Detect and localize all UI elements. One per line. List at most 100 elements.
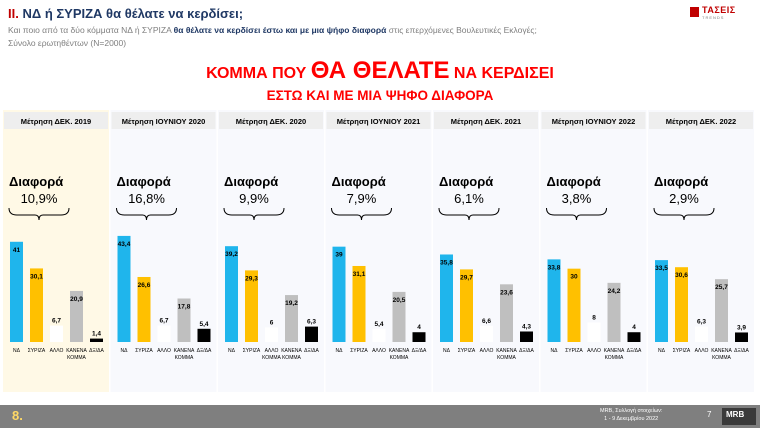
category-label: ΚΟΜΜΑ [282, 355, 301, 361]
bar [245, 270, 258, 342]
bar [50, 325, 63, 342]
panel-title: Μέτρηση ΔΕΚ. 2022 [666, 117, 736, 126]
category-label: ΑΛΛΟ [695, 348, 709, 354]
base-text: Σύνολο ερωτηθέντων (Ν=2000) [8, 38, 127, 48]
category-label: ΔΞ/ΔΑ [734, 348, 749, 354]
diff-brace [223, 207, 285, 221]
data-label: 20,9 [70, 296, 83, 303]
category-label: ΚΟΜΜΑ [712, 355, 731, 361]
mrb-logo-text: MRB [726, 410, 745, 419]
category-label: ΣΥΡΙΖΑ [135, 348, 153, 354]
diff-label: Διαφορά [224, 174, 278, 189]
diff-value: 3,8% [562, 191, 592, 206]
logo-mark [690, 7, 699, 17]
category-label: ΔΞ/ΔΑ [89, 348, 104, 354]
category-label: ΚΑΝΕΝΑ [281, 348, 302, 354]
category-label: ΣΥΡΙΖΑ [565, 348, 583, 354]
chart-panel: Μέτρηση ΙΟΥΝΙΟΥ 2021 Διαφορά 7,9% 39 ΝΔ 31,1 Σ… [325, 110, 432, 392]
panel-background [433, 110, 539, 392]
category-label: ΚΑΝΕΝΑ [604, 348, 625, 354]
data-label: 1,4 [92, 331, 101, 338]
data-label: 25,7 [715, 284, 728, 291]
category-label: ΑΛΛΟ [372, 348, 386, 354]
data-label: 33,5 [655, 265, 668, 272]
footer-note: MRB, Συλλογή στοιχείων: 1 - 9 Δεκεμβρίου… [600, 407, 662, 423]
bar [225, 246, 238, 342]
diff-brace [8, 207, 70, 221]
diff-value: 10,9% [21, 191, 58, 206]
data-label: 23,6 [500, 289, 513, 296]
panel-title-box [4, 112, 108, 129]
data-label: 43,4 [118, 241, 131, 248]
category-label: ΚΟΜΜΑ [67, 355, 86, 361]
logo-name: ΤΑΣΕΙΣ [702, 5, 736, 15]
category-label: ΚΑΝΕΝΑ [711, 348, 732, 354]
diff-value: 9,9% [239, 191, 269, 206]
chart-panel: Μέτρηση ΙΟΥΝΙΟΥ 2022 Διαφορά 3,8% 33,8 ΝΔ 30 Σ… [540, 110, 647, 392]
bar [352, 265, 366, 342]
page-number: 8. [12, 408, 23, 423]
diff-label: Διαφορά [654, 174, 708, 189]
headline: ΚΟΜΜΑ ΠΟΥ ΘΑ ΘΕΛΑΤΕ ΝΑ ΚΕΡΔΙΣΕΙ [0, 57, 760, 85]
footer-note-line1: MRB, Συλλογή στοιχείων: [600, 408, 663, 414]
diff-label: Διαφορά [9, 174, 63, 189]
category-label: ΑΛΛΟ [157, 348, 171, 354]
diff-value: 16,8% [128, 191, 165, 206]
data-label: 30 [570, 274, 578, 281]
data-label: 30,1 [30, 273, 43, 280]
comparison-chart: Μέτρηση ΔΕΚ. 2019 Διαφορά 10,9% 41 ΝΔ 30,1 ΣΥΡ… [3, 110, 754, 392]
headline-line2: ΕΣΤΩ ΚΑΙ ΜΕ ΜΙΑ ΨΗΦΟ ΔΙΑΦΟΡΑ [266, 88, 494, 103]
diff-label: Διαφορά [547, 174, 601, 189]
headline-post: ΝΑ ΚΕΡΔΙΣΕΙ [449, 65, 554, 82]
panel-title-box [434, 112, 538, 129]
category-label: ΝΔ [121, 348, 129, 354]
category-label: ΝΔ [658, 348, 666, 354]
panel-background [540, 110, 647, 392]
panel-title: Μέτρηση ΙΟΥΝΙΟΥ 2020 [122, 117, 206, 126]
slide-number: 7 [707, 410, 712, 419]
bar [305, 326, 318, 342]
panel-title: Μέτρηση ΙΟΥΝΙΟΥ 2021 [337, 117, 421, 126]
diff-value: 6,1% [454, 191, 484, 206]
bar [480, 325, 493, 342]
diff-value: 7,9% [347, 191, 377, 206]
category-label: ΚΟΜΜΑ [605, 355, 624, 361]
category-label: ΝΔ [336, 348, 344, 354]
panel-title-box [111, 112, 216, 129]
data-label: 26,6 [138, 282, 151, 289]
title-number: II. [8, 6, 19, 21]
chart-panel: Μέτρηση ΔΕΚ. 2019 Διαφορά 10,9% 41 ΝΔ 30,1 ΣΥΡ… [3, 110, 109, 392]
category-label: ΚΟΜΜΑ [175, 355, 194, 361]
bar [197, 328, 211, 342]
data-label: 24,2 [608, 288, 621, 295]
category-label: ΝΔ [443, 348, 451, 354]
footer-bar: 8. MRB, Συλλογή στοιχείων: 1 - 9 Δεκεμβρ… [0, 405, 760, 428]
bar [627, 332, 641, 342]
category-label: ΔΞ/ΔΑ [412, 348, 427, 354]
data-label: 39 [335, 252, 343, 259]
bar [715, 279, 728, 342]
panel-title: Μέτρηση ΔΕΚ. 2021 [451, 117, 521, 126]
category-label: ΔΞ/ΔΑ [304, 348, 319, 354]
data-label: 3,9 [737, 324, 746, 331]
bar [117, 235, 131, 342]
diff-label: Διαφορά [117, 174, 171, 189]
data-label: 41 [13, 247, 21, 254]
bar [30, 268, 43, 342]
diff-brace [438, 207, 500, 221]
bar [500, 284, 513, 342]
category-label: ΚΑΝΕΝΑ [496, 348, 517, 354]
category-label: ΣΥΡΙΖΑ [350, 348, 368, 354]
category-label: ΣΥΡΙΖΑ [28, 348, 46, 354]
panel-background [648, 110, 754, 392]
title-text: ΝΔ ή ΣΥΡΙΖΑ θα θέλατε να κερδίσει; [22, 6, 244, 21]
category-label: ΚΟΜΜΑ [497, 355, 516, 361]
bar [460, 269, 473, 342]
data-label: 6,6 [482, 318, 491, 325]
category-label: ΚΟΜΜΑ [390, 355, 409, 361]
category-label: ΚΑΝΕΝΑ [66, 348, 87, 354]
logo-sub: TRENDS [702, 15, 725, 20]
bar [157, 325, 171, 342]
category-label: ΝΔ [551, 348, 559, 354]
diff-brace [546, 207, 607, 221]
